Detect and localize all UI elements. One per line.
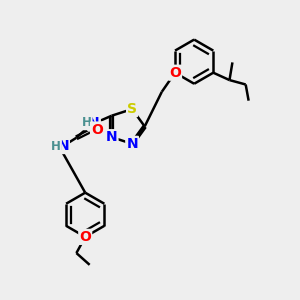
Text: N: N — [106, 130, 118, 144]
Text: O: O — [169, 66, 181, 80]
Text: O: O — [79, 230, 91, 244]
Text: H: H — [82, 116, 92, 129]
Text: O: O — [91, 123, 103, 136]
Text: H: H — [51, 140, 61, 152]
Text: S: S — [127, 102, 137, 116]
Text: N: N — [57, 139, 69, 153]
Text: N: N — [88, 116, 100, 130]
Text: N: N — [126, 137, 138, 151]
